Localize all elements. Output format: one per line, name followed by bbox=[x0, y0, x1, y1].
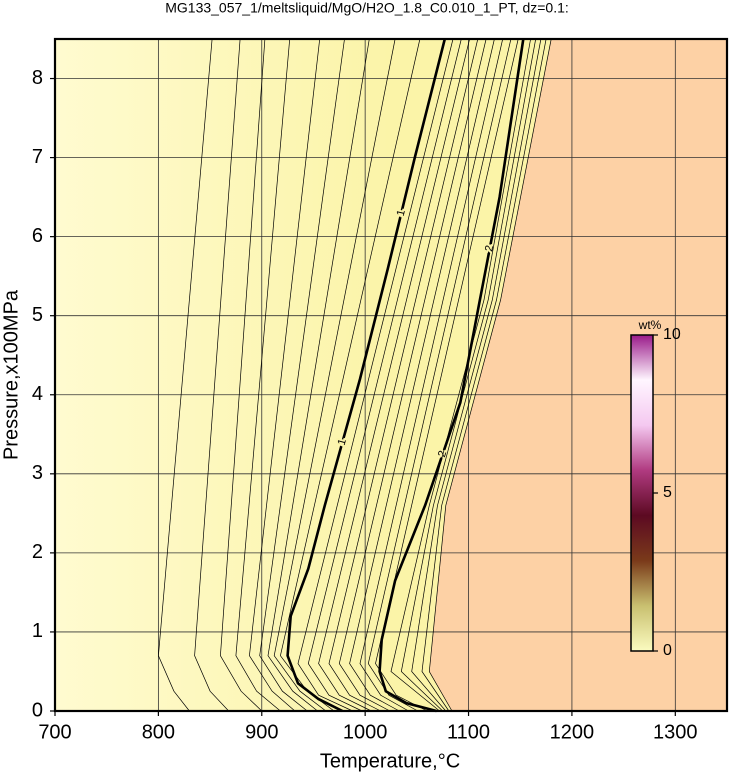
y-tick-label: 2 bbox=[32, 541, 43, 563]
contour-line bbox=[400, 38, 537, 712]
background-fade bbox=[55, 39, 391, 711]
plot-frame bbox=[53, 37, 729, 713]
contour-line bbox=[220, 38, 266, 712]
contour-line bbox=[318, 38, 470, 712]
y-tick-label: 1 bbox=[32, 620, 43, 642]
x-tick-label: 1000 bbox=[343, 721, 388, 743]
contour-line bbox=[259, 38, 345, 712]
contour-line bbox=[375, 38, 519, 712]
contour-line bbox=[328, 38, 479, 712]
contour-line bbox=[158, 38, 213, 712]
y-tick-label: 3 bbox=[32, 462, 43, 484]
chart-title: MG133_057_1/meltsliquid/MgO/H2O_1.8_C0.0… bbox=[165, 0, 569, 16]
x-tick-label: 1300 bbox=[653, 721, 698, 743]
x-tick-label: 700 bbox=[38, 721, 71, 743]
y-tick-label: 5 bbox=[32, 304, 43, 326]
x-tick-label: 800 bbox=[142, 721, 175, 743]
y-tick-label: 4 bbox=[32, 383, 43, 405]
y-axis-label: Pressure,x100MPa bbox=[0, 289, 22, 460]
contour-line bbox=[235, 38, 291, 712]
x-tick-label: 1200 bbox=[550, 721, 595, 743]
colorbar-label: wt% bbox=[638, 318, 662, 332]
x-tick-label: 900 bbox=[245, 721, 278, 743]
contour-line bbox=[359, 38, 504, 712]
contour-line bbox=[428, 38, 552, 712]
contour-line bbox=[249, 38, 321, 712]
contour-line bbox=[390, 38, 531, 712]
contour-line bbox=[273, 38, 396, 712]
contour-line-major bbox=[378, 38, 525, 713]
x-axis-label: Temperature,°C bbox=[320, 750, 460, 772]
contour-line bbox=[411, 38, 542, 712]
y-tick-label: 7 bbox=[32, 146, 43, 168]
contour-line bbox=[421, 38, 547, 712]
contour-line bbox=[367, 38, 512, 712]
y-tick-label: 0 bbox=[32, 699, 43, 721]
colorbar-tick-label: 10 bbox=[663, 326, 681, 343]
contour-line bbox=[338, 38, 487, 712]
colorbar bbox=[630, 334, 654, 652]
contour-line bbox=[267, 38, 370, 712]
colorbar-tick-label: 0 bbox=[663, 642, 672, 659]
y-tick-label: 8 bbox=[32, 67, 43, 89]
contour-line bbox=[297, 38, 454, 712]
contour-line bbox=[307, 38, 462, 712]
contour-line bbox=[349, 38, 495, 712]
contour-line-major bbox=[286, 38, 447, 713]
colorbar-tick-label: 5 bbox=[663, 484, 672, 501]
contour-line bbox=[194, 38, 241, 712]
y-tick-label: 6 bbox=[32, 225, 43, 247]
x-tick-label: 1100 bbox=[447, 721, 490, 743]
